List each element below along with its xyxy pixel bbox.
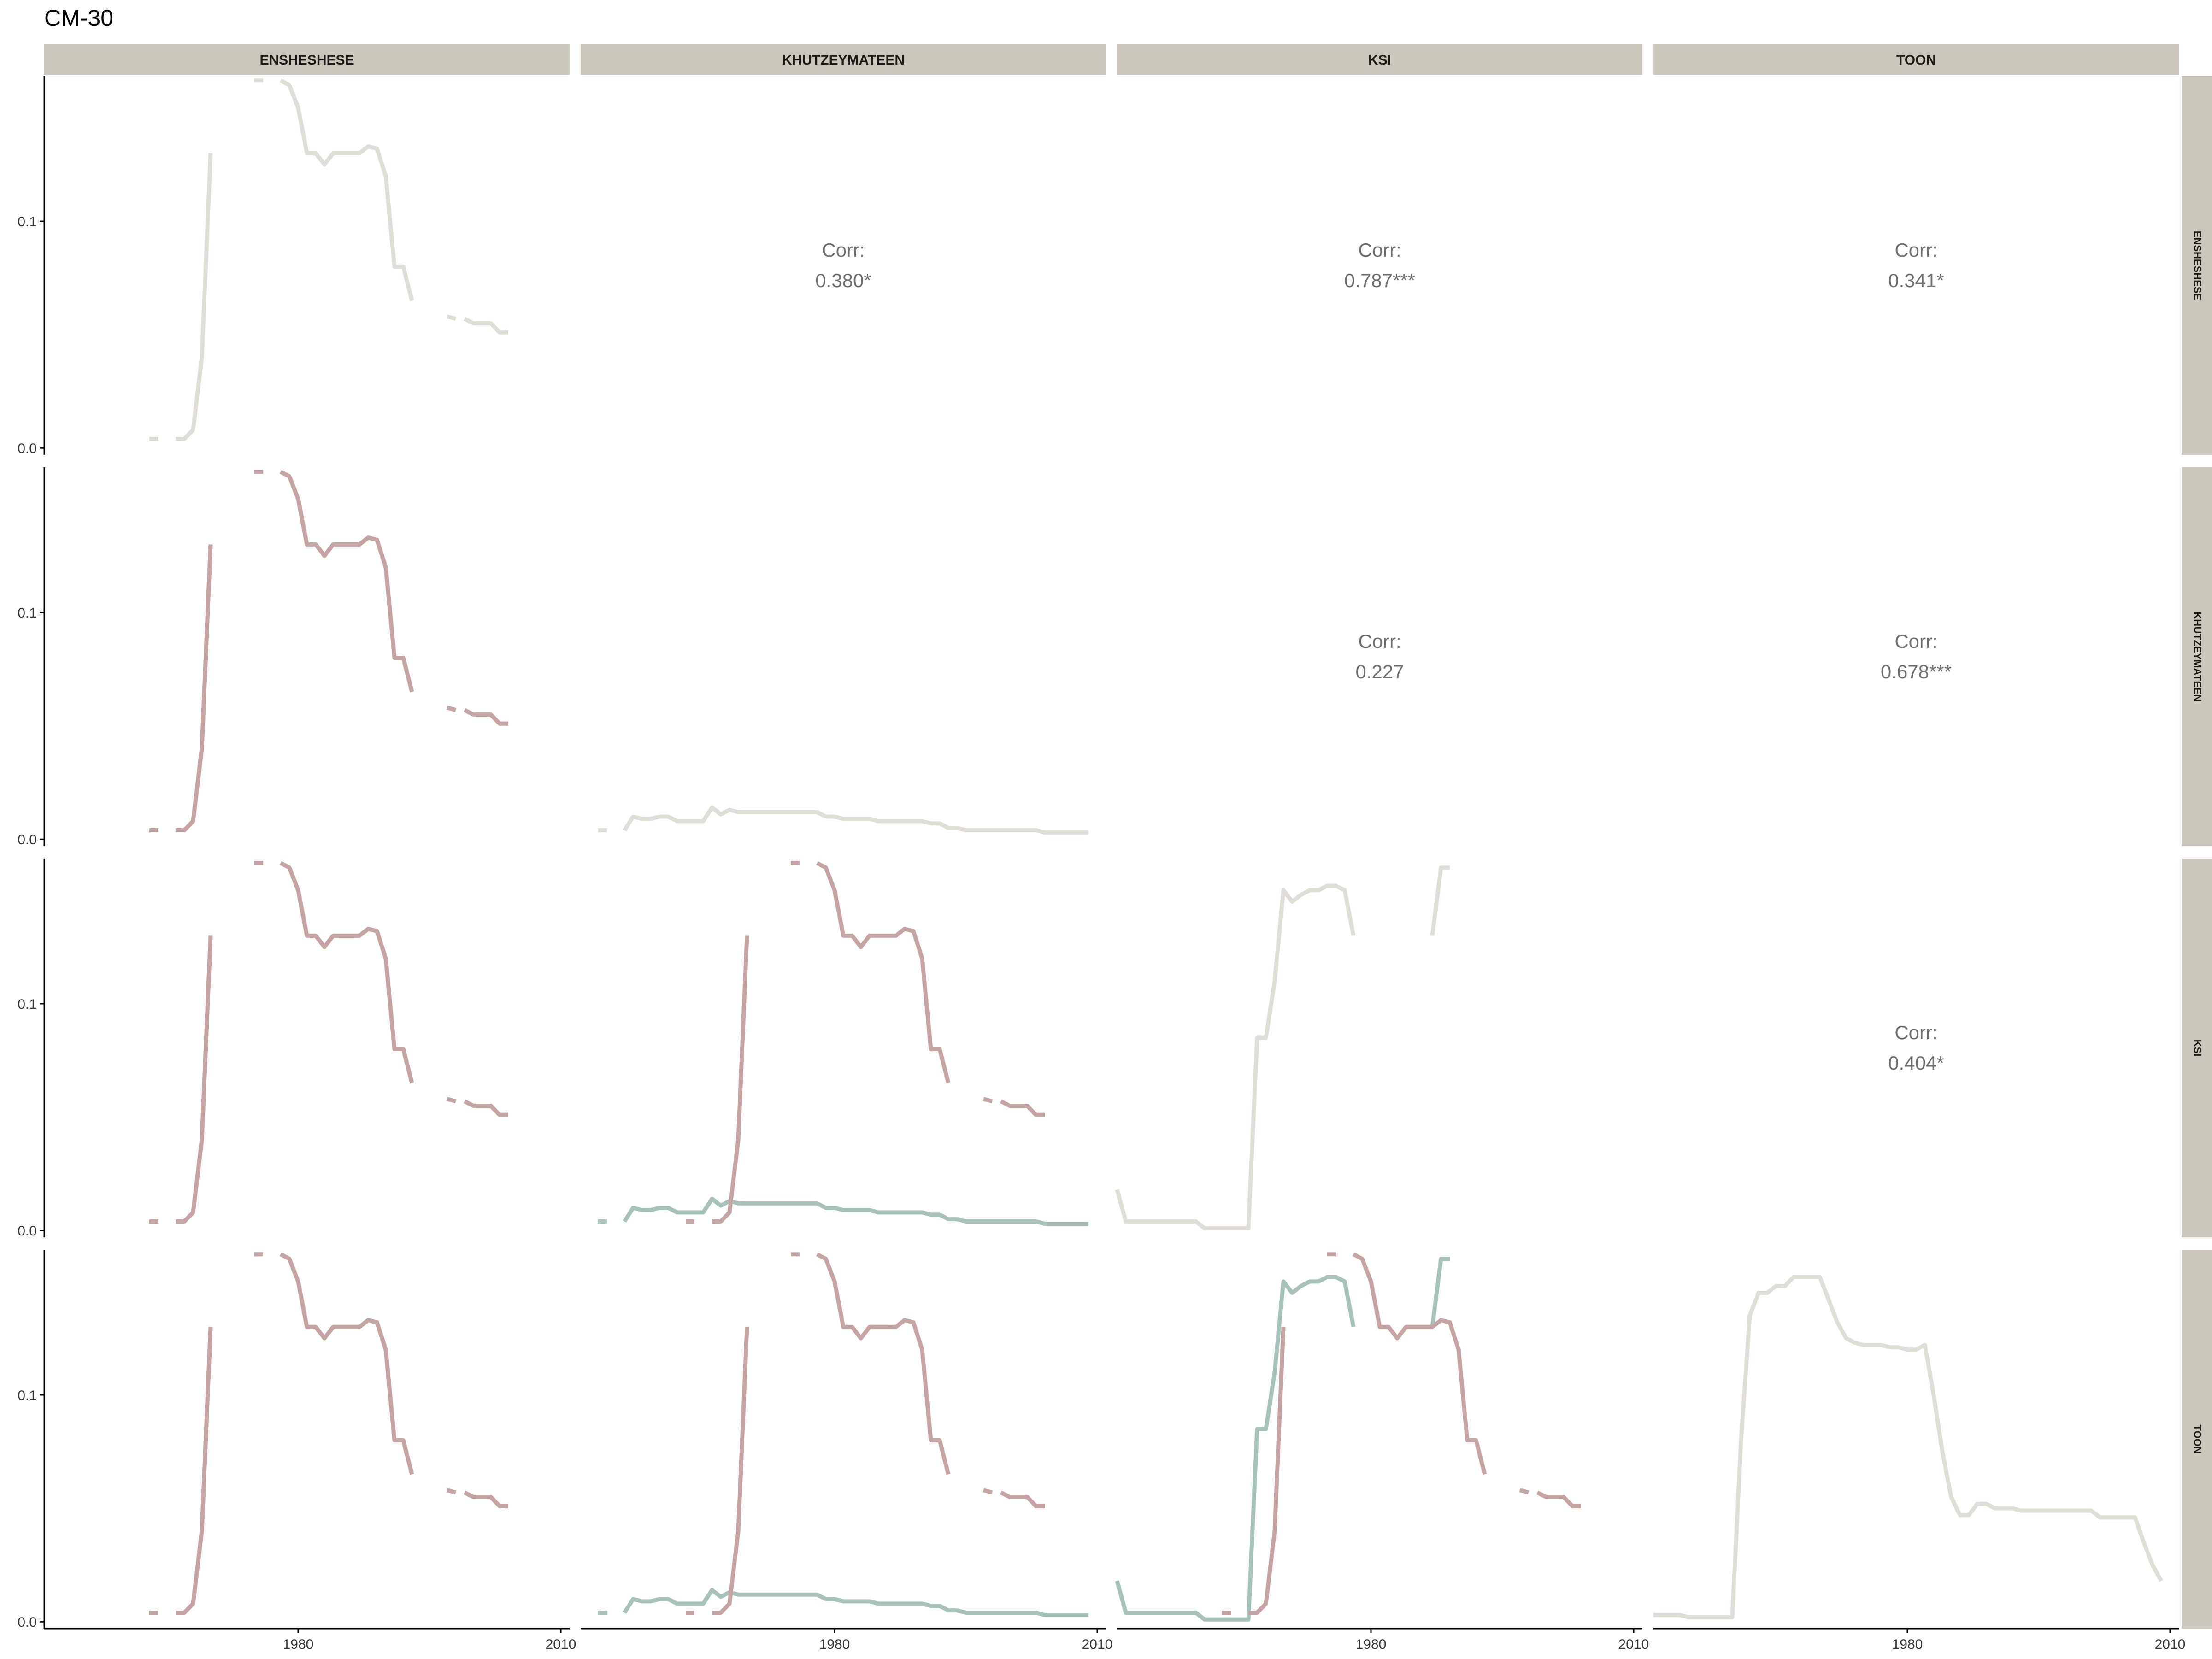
- corr-value: 0.404*: [1888, 1052, 1944, 1074]
- diagonal-series-ensheshese: [446, 314, 457, 321]
- panel-series-ensheshese: [463, 1099, 508, 1117]
- panel-series-ensheshese: [279, 1252, 414, 1475]
- x-tick-label: 2010: [1618, 1637, 1649, 1652]
- row-strip-label: ENSHESHESE: [2192, 231, 2203, 300]
- panel-series-ksi: [1430, 1257, 1450, 1327]
- column-strip-ksi: [1117, 44, 1642, 75]
- x-tick-label: 2010: [2155, 1637, 2186, 1652]
- panel-series-ensheshese: [1248, 1327, 1286, 1615]
- row-strip-label: KHUTZEYMATEEN: [2192, 612, 2203, 701]
- x-tick-label: 1980: [1356, 1637, 1387, 1652]
- column-strip-label: KHUTZEYMATEEN: [782, 53, 905, 68]
- corr-label: Corr:: [1894, 630, 1937, 652]
- panel-series-ensheshese: [816, 861, 951, 1084]
- panel-series-khutzeymateen: [623, 1196, 1088, 1226]
- panel-series-ensheshese: [1519, 1488, 1530, 1495]
- corr-value: 0.227: [1355, 661, 1404, 682]
- panel-series-ensheshese: [982, 1097, 993, 1104]
- row-strip-ensheshese: [2182, 76, 2212, 455]
- corr-label: Corr:: [1358, 239, 1401, 261]
- y-tick-label: 0.1: [18, 1388, 37, 1403]
- y-tick-label: 0.0: [18, 832, 37, 847]
- panel-series-ensheshese: [982, 1488, 993, 1495]
- corr-label: Corr:: [1358, 630, 1401, 652]
- panel-series-ensheshese: [446, 706, 457, 712]
- corr-label: Corr:: [1894, 1022, 1937, 1043]
- y-tick-label: 0.0: [18, 441, 37, 456]
- x-tick-label: 1980: [283, 1637, 314, 1652]
- panel-series-ensheshese: [176, 1327, 213, 1615]
- x-tick-label: 1980: [819, 1637, 850, 1652]
- diagonal-series-ensheshese: [176, 153, 213, 441]
- diagonal-series-ksi: [1430, 865, 1450, 936]
- column-strip-khutzeymateen: [581, 44, 1106, 75]
- diagonal-series-ksi: [1115, 883, 1356, 1230]
- panel-series-ensheshese: [279, 470, 414, 693]
- panel-series-ensheshese: [712, 935, 749, 1224]
- y-tick-label: 0.1: [18, 606, 37, 621]
- corr-label: Corr:: [822, 239, 865, 261]
- panel-series-ksi: [1115, 1275, 1356, 1622]
- panel-series-khutzeymateen: [623, 1588, 1088, 1617]
- panel-series-ensheshese: [1352, 1252, 1487, 1475]
- corr-value: 0.787***: [1344, 270, 1415, 291]
- column-strip-toon: [1653, 44, 2179, 75]
- corr-value: 0.380*: [815, 270, 871, 291]
- x-tick-label: 1980: [1892, 1637, 1923, 1652]
- row-strip-toon: [2182, 1250, 2212, 1629]
- corr-value: 0.341*: [1888, 270, 1944, 291]
- column-strip-label: TOON: [1896, 53, 1936, 68]
- panel-series-ensheshese: [1536, 1490, 1581, 1508]
- page-title: CM-30: [44, 5, 114, 31]
- diagonal-series-khutzeymateen: [623, 805, 1088, 835]
- diagonal-series-ensheshese: [279, 78, 414, 301]
- panel-series-ensheshese: [712, 1327, 749, 1615]
- x-tick-label: 2010: [1082, 1637, 1113, 1652]
- column-strip-ensheshese: [44, 44, 570, 75]
- panel-series-ensheshese: [1000, 1490, 1045, 1508]
- row-strip-label: KSI: [2192, 1040, 2203, 1057]
- column-strip-label: KSI: [1368, 53, 1391, 68]
- x-tick-label: 2010: [546, 1637, 577, 1652]
- y-tick-label: 0.1: [18, 997, 37, 1012]
- corr-label: Corr:: [1894, 239, 1937, 261]
- panel-series-ensheshese: [176, 935, 213, 1224]
- y-tick-label: 0.1: [18, 214, 37, 229]
- panel-series-ensheshese: [463, 708, 508, 726]
- panel-series-ensheshese: [816, 1252, 951, 1475]
- corr-value: 0.678***: [1881, 661, 1952, 682]
- panel-series-ensheshese: [1000, 1099, 1045, 1117]
- panel-series-ensheshese: [176, 544, 213, 832]
- y-tick-label: 0.0: [18, 1224, 37, 1239]
- panel-series-ensheshese: [446, 1488, 457, 1495]
- y-tick-label: 0.0: [18, 1615, 37, 1630]
- row-strip-label: TOON: [2192, 1424, 2203, 1453]
- row-strip-khutzeymateen: [2182, 467, 2212, 846]
- column-strip-label: ENSHESHESE: [259, 53, 354, 68]
- panel-series-ensheshese: [463, 1490, 508, 1508]
- row-strip-ksi: [2182, 859, 2212, 1237]
- diagonal-series-ensheshese: [463, 317, 508, 335]
- diagonal-series-toon: [1653, 1275, 2163, 1619]
- panel-series-ensheshese: [279, 861, 414, 1084]
- panel-series-ensheshese: [446, 1097, 457, 1104]
